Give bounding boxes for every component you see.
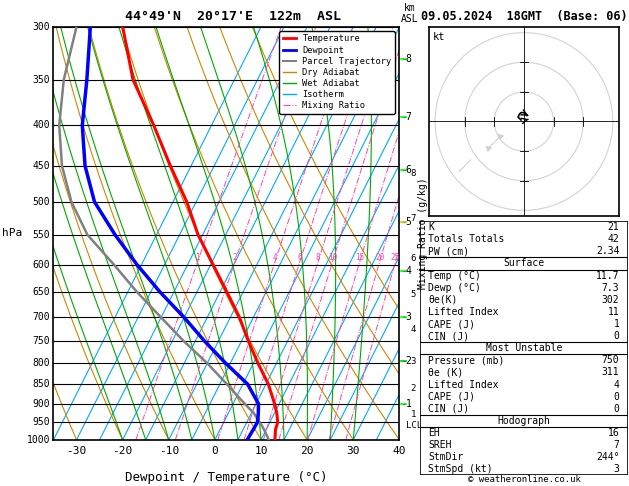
Text: 20: 20 (375, 253, 384, 261)
Text: 500: 500 (33, 197, 50, 207)
Text: 600: 600 (33, 260, 50, 270)
Text: 11.7: 11.7 (596, 271, 620, 280)
Text: 400: 400 (33, 121, 50, 130)
Text: -10: -10 (159, 446, 179, 456)
Text: 11: 11 (608, 307, 620, 317)
Text: θe (K): θe (K) (428, 367, 464, 378)
Text: 6: 6 (410, 254, 416, 263)
Text: 20: 20 (301, 446, 314, 456)
Text: 7: 7 (613, 440, 620, 450)
Text: Hodograph: Hodograph (498, 416, 550, 426)
Text: 650: 650 (33, 287, 50, 297)
Text: StmSpd (kt): StmSpd (kt) (428, 464, 493, 474)
Text: θe(K): θe(K) (428, 295, 458, 305)
Text: 2: 2 (406, 356, 411, 366)
Text: CIN (J): CIN (J) (428, 331, 470, 341)
Text: 0: 0 (613, 331, 620, 341)
Text: 7: 7 (410, 214, 416, 223)
Text: 6: 6 (406, 165, 411, 174)
Text: 900: 900 (33, 399, 50, 409)
Text: Most Unstable: Most Unstable (486, 343, 562, 353)
Text: Surface: Surface (503, 259, 545, 268)
Text: PW (cm): PW (cm) (428, 246, 470, 257)
Text: 09.05.2024  18GMT  (Base: 06): 09.05.2024 18GMT (Base: 06) (421, 10, 627, 23)
Text: 8: 8 (406, 54, 411, 65)
Text: 0: 0 (613, 392, 620, 401)
Text: 44°49'N  20°17'E  122m  ASL: 44°49'N 20°17'E 122m ASL (125, 10, 341, 23)
Text: Pressure (mb): Pressure (mb) (428, 355, 505, 365)
Text: 1: 1 (613, 319, 620, 329)
Text: 4: 4 (410, 325, 416, 334)
Text: 2: 2 (233, 253, 237, 261)
Text: km
ASL: km ASL (401, 3, 419, 24)
Text: Lifted Index: Lifted Index (428, 307, 499, 317)
Text: CAPE (J): CAPE (J) (428, 392, 476, 401)
Text: -30: -30 (67, 446, 87, 456)
Text: 0: 0 (613, 404, 620, 414)
Text: 3: 3 (410, 357, 416, 365)
Text: 8: 8 (410, 169, 416, 178)
Text: 300: 300 (33, 22, 50, 32)
Text: 2.34: 2.34 (596, 246, 620, 257)
Text: Dewpoint / Temperature (°C): Dewpoint / Temperature (°C) (125, 470, 328, 484)
Text: © weatheronline.co.uk: © weatheronline.co.uk (467, 474, 581, 484)
FancyBboxPatch shape (420, 221, 628, 475)
Text: 42: 42 (608, 234, 620, 244)
Text: 302: 302 (602, 295, 620, 305)
Text: 4: 4 (406, 266, 411, 277)
Text: Temp (°C): Temp (°C) (428, 271, 481, 280)
Text: 7.3: 7.3 (602, 283, 620, 293)
Text: 800: 800 (33, 358, 50, 368)
Text: StmDir: StmDir (428, 452, 464, 462)
Text: Totals Totals: Totals Totals (428, 234, 505, 244)
Text: LCL: LCL (406, 420, 422, 430)
Text: 1: 1 (196, 253, 200, 261)
Text: CIN (J): CIN (J) (428, 404, 470, 414)
Text: 1: 1 (406, 399, 411, 409)
Text: Mixing Ratio (g/kg): Mixing Ratio (g/kg) (418, 177, 428, 289)
Text: 5: 5 (410, 290, 416, 299)
Text: CAPE (J): CAPE (J) (428, 319, 476, 329)
Text: 10: 10 (254, 446, 268, 456)
Text: 1000: 1000 (27, 435, 50, 445)
Text: 40: 40 (392, 446, 406, 456)
Text: 16: 16 (608, 428, 620, 438)
Text: 1: 1 (410, 411, 416, 419)
Text: 10: 10 (328, 253, 337, 261)
Text: 8: 8 (316, 253, 320, 261)
Text: hPa: hPa (3, 228, 23, 238)
Text: SREH: SREH (428, 440, 452, 450)
Text: Lifted Index: Lifted Index (428, 380, 499, 390)
Text: 3: 3 (613, 464, 620, 474)
Text: -20: -20 (113, 446, 133, 456)
Text: 3: 3 (406, 312, 411, 322)
Text: 30: 30 (347, 446, 360, 456)
Text: 550: 550 (33, 230, 50, 240)
Text: 450: 450 (33, 161, 50, 171)
Text: 850: 850 (33, 379, 50, 389)
Text: 4: 4 (273, 253, 277, 261)
Text: 244°: 244° (596, 452, 620, 462)
Text: 350: 350 (33, 75, 50, 85)
Text: 750: 750 (33, 336, 50, 346)
Text: 311: 311 (602, 367, 620, 378)
Text: 0: 0 (211, 446, 218, 456)
Text: 750: 750 (602, 355, 620, 365)
Text: 21: 21 (608, 222, 620, 232)
Text: 15: 15 (355, 253, 364, 261)
Text: 7: 7 (406, 112, 411, 122)
Text: 950: 950 (33, 417, 50, 427)
Text: 2: 2 (410, 383, 416, 393)
Text: 5: 5 (406, 217, 411, 227)
Legend: Temperature, Dewpoint, Parcel Trajectory, Dry Adiabat, Wet Adiabat, Isotherm, Mi: Temperature, Dewpoint, Parcel Trajectory… (279, 31, 395, 114)
Text: kt: kt (433, 33, 445, 42)
Text: 4: 4 (613, 380, 620, 390)
Text: 6: 6 (298, 253, 302, 261)
Text: Dewp (°C): Dewp (°C) (428, 283, 481, 293)
Text: 700: 700 (33, 312, 50, 322)
Text: K: K (428, 222, 435, 232)
Text: 25: 25 (391, 253, 400, 261)
Text: EH: EH (428, 428, 440, 438)
